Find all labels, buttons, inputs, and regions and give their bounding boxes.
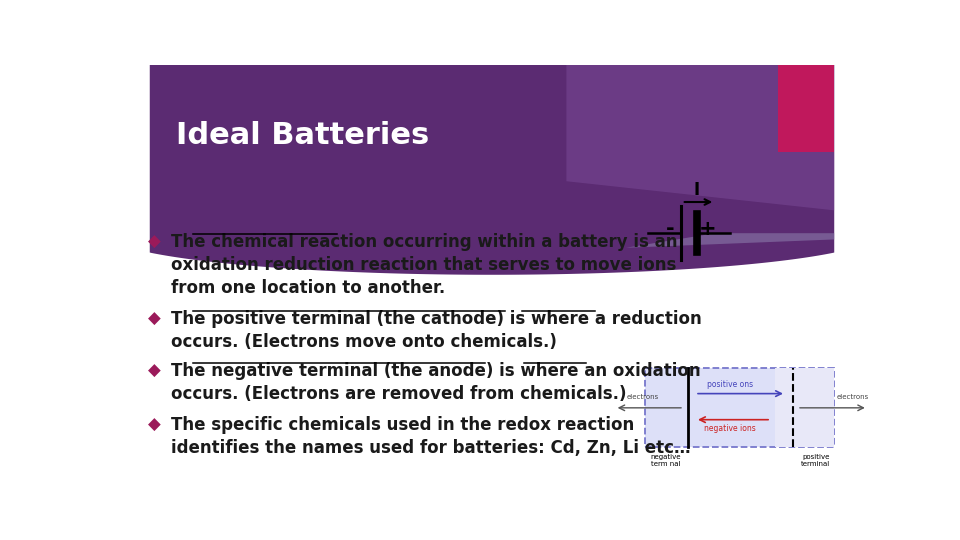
Text: ◆: ◆ [148, 362, 161, 380]
Text: The negative terminal (the anode) is where an oxidation
occurs. (Electrons are r: The negative terminal (the anode) is whe… [171, 362, 700, 403]
Text: ◆: ◆ [148, 310, 161, 328]
Polygon shape [150, 65, 834, 275]
Text: positive
terminal: positive terminal [801, 454, 830, 467]
Text: negative ions: negative ions [704, 423, 756, 433]
Bar [644, 368, 834, 447]
Text: electrons: electrons [627, 394, 660, 401]
Polygon shape [626, 233, 834, 248]
Text: electrons: electrons [837, 394, 869, 401]
Text: positive ons: positive ons [707, 380, 753, 389]
Text: The specific chemicals used in the redox reaction
identifies the names used for : The specific chemicals used in the redox… [171, 416, 690, 457]
Text: -: - [665, 219, 674, 239]
Text: ◆: ◆ [148, 416, 161, 434]
Text: I: I [693, 180, 700, 199]
Text: The chemical reaction occurring within a battery is an
oxidation reduction react: The chemical reaction occurring within a… [171, 233, 677, 297]
Text: +: + [699, 219, 716, 239]
Text: Ideal Batteries: Ideal Batteries [176, 121, 429, 150]
Text: The positive terminal (the cathode) is where a reduction
occurs. (Electrons move: The positive terminal (the cathode) is w… [171, 310, 702, 351]
Polygon shape [566, 65, 834, 210]
Text: ◆: ◆ [148, 233, 161, 251]
Bar [775, 368, 834, 447]
Text: negative
term nal: negative term nal [650, 454, 681, 467]
Bar [779, 65, 834, 152]
